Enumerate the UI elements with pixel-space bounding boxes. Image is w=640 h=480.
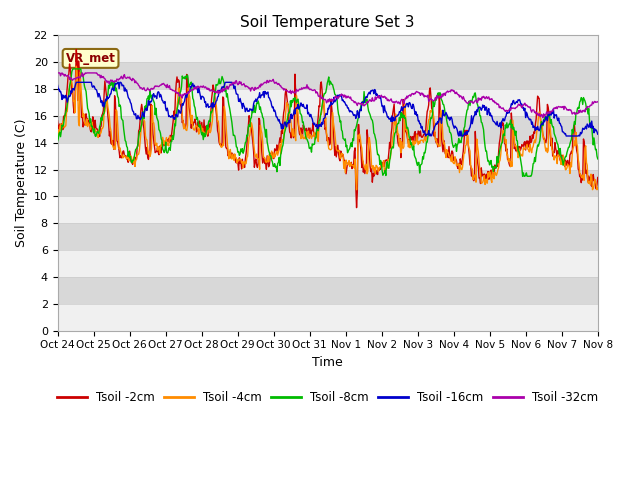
Bar bbox=[58, 62, 598, 89]
Title: Soil Temperature Set 3: Soil Temperature Set 3 bbox=[241, 15, 415, 30]
Bar bbox=[58, 36, 598, 62]
Y-axis label: Soil Temperature (C): Soil Temperature (C) bbox=[15, 119, 28, 247]
Bar bbox=[58, 89, 598, 116]
X-axis label: Time: Time bbox=[312, 356, 343, 369]
Bar bbox=[58, 116, 598, 143]
Bar bbox=[58, 250, 598, 277]
Bar bbox=[58, 196, 598, 223]
Bar bbox=[58, 304, 598, 331]
Legend: Tsoil -2cm, Tsoil -4cm, Tsoil -8cm, Tsoil -16cm, Tsoil -32cm: Tsoil -2cm, Tsoil -4cm, Tsoil -8cm, Tsoi… bbox=[52, 387, 603, 409]
Bar bbox=[58, 277, 598, 304]
Bar bbox=[58, 143, 598, 169]
Bar bbox=[58, 223, 598, 250]
Bar bbox=[58, 169, 598, 196]
Text: VR_met: VR_met bbox=[66, 52, 115, 65]
